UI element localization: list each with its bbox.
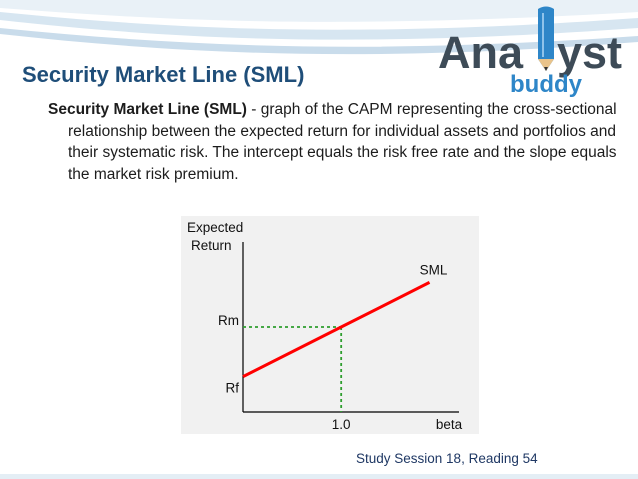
footer-bar: [0, 474, 638, 479]
logo-word-right: yst: [557, 27, 623, 78]
pencil-icon: [538, 6, 554, 71]
sml-chart-panel: Expected Return Rm Rf 1.0 beta SML: [181, 216, 479, 434]
y-tick-rm: Rm: [218, 313, 239, 328]
definition-term: Security Market Line (SML): [48, 101, 247, 118]
definition-text: - graph of the CAPM representing the cro…: [68, 101, 617, 183]
slide-title: Security Market Line (SML): [22, 62, 305, 87]
footer-reference: Study Session 18, Reading 54: [356, 451, 538, 466]
y-tick-rf: Rf: [226, 381, 240, 396]
x-axis-label: beta: [436, 417, 463, 432]
y-axis-label-line-1: Expected: [187, 220, 243, 235]
sml-chart: Expected Return Rm Rf 1.0 beta SML: [187, 220, 463, 432]
logo-word-left: Ana: [438, 27, 524, 78]
logo-subtitle: buddy: [510, 71, 582, 98]
y-axis-label-line-2: Return: [191, 238, 232, 253]
sml-line: [242, 281, 431, 378]
sml-line-label: SML: [420, 262, 448, 277]
analyst-buddy-logo: Ana yst buddy: [438, 5, 628, 105]
header-banner: [0, 0, 638, 62]
definition-paragraph: Security Market Line (SML) - graph of th…: [48, 99, 628, 185]
x-tick-1: 1.0: [332, 417, 351, 432]
